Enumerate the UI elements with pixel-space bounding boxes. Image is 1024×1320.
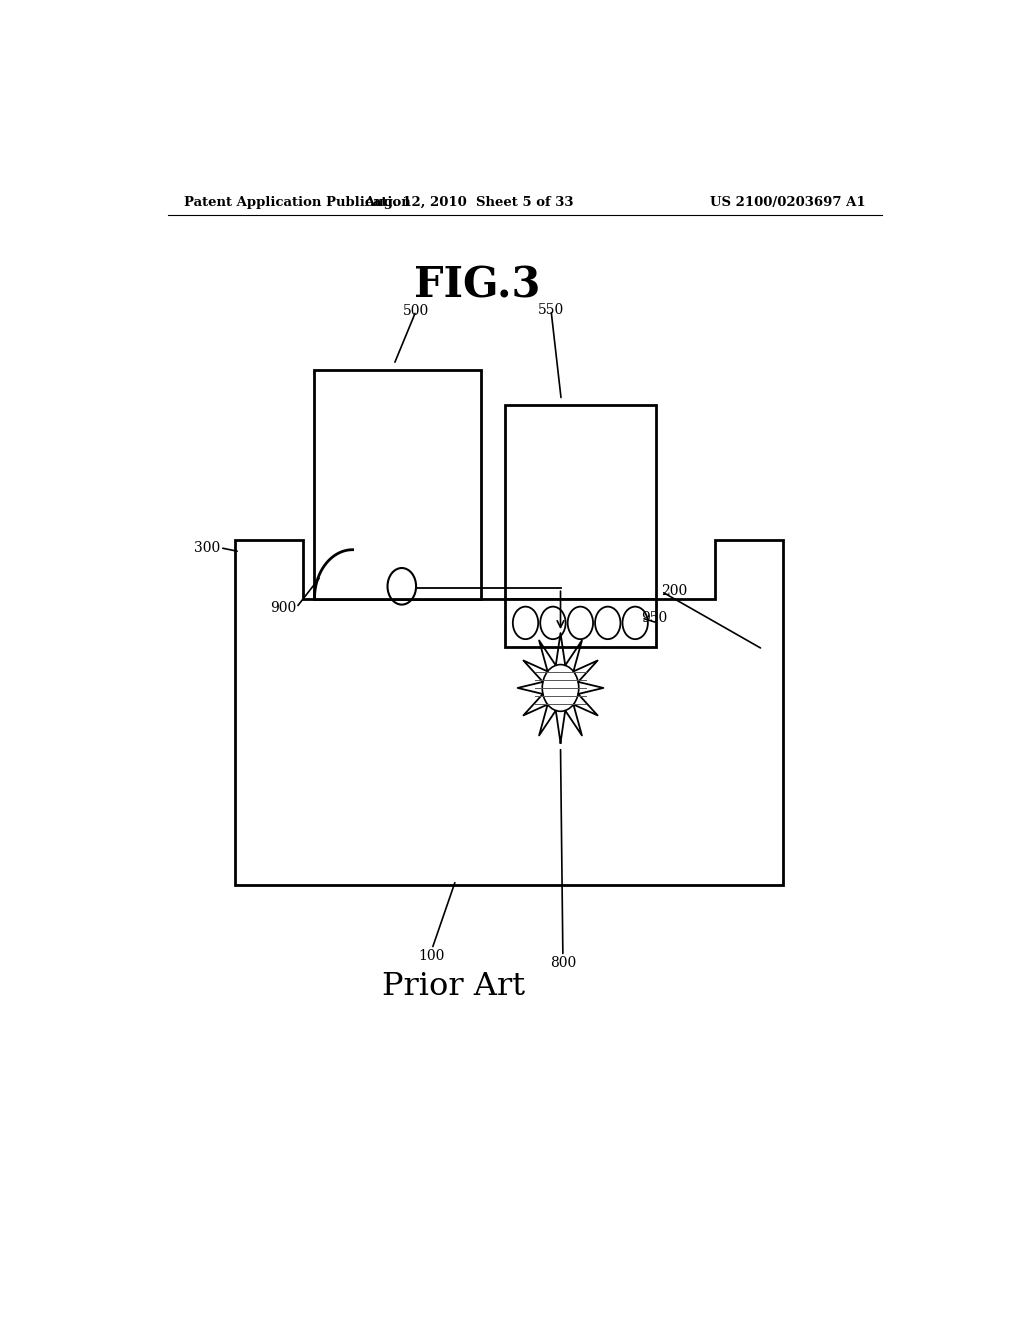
Polygon shape <box>505 405 655 598</box>
Text: Prior Art: Prior Art <box>382 972 525 1002</box>
Text: 950: 950 <box>641 611 668 624</box>
Text: 200: 200 <box>662 585 687 598</box>
Text: 900: 900 <box>270 601 296 615</box>
Text: 550: 550 <box>538 302 564 317</box>
Polygon shape <box>314 370 481 598</box>
Text: Patent Application Publication: Patent Application Publication <box>183 195 411 209</box>
Polygon shape <box>505 598 655 647</box>
Text: 500: 500 <box>403 304 429 318</box>
Text: Aug. 12, 2010  Sheet 5 of 33: Aug. 12, 2010 Sheet 5 of 33 <box>365 195 574 209</box>
Text: 100: 100 <box>419 949 445 964</box>
Polygon shape <box>236 540 782 886</box>
Circle shape <box>543 664 579 711</box>
Text: US 2100/0203697 A1: US 2100/0203697 A1 <box>711 195 866 209</box>
Text: 300: 300 <box>194 541 220 554</box>
Text: FIG.3: FIG.3 <box>414 264 541 306</box>
Text: 800: 800 <box>550 956 577 970</box>
